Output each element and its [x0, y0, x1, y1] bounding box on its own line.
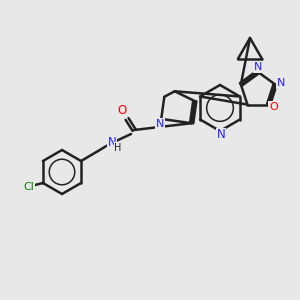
Text: N: N [156, 119, 164, 129]
Text: N: N [254, 62, 262, 72]
Text: Cl: Cl [23, 182, 34, 192]
Text: N: N [108, 136, 116, 149]
Text: N: N [217, 128, 225, 142]
Text: N: N [277, 78, 285, 88]
Text: H: H [114, 143, 122, 153]
Text: O: O [117, 103, 127, 116]
Text: O: O [269, 102, 278, 112]
